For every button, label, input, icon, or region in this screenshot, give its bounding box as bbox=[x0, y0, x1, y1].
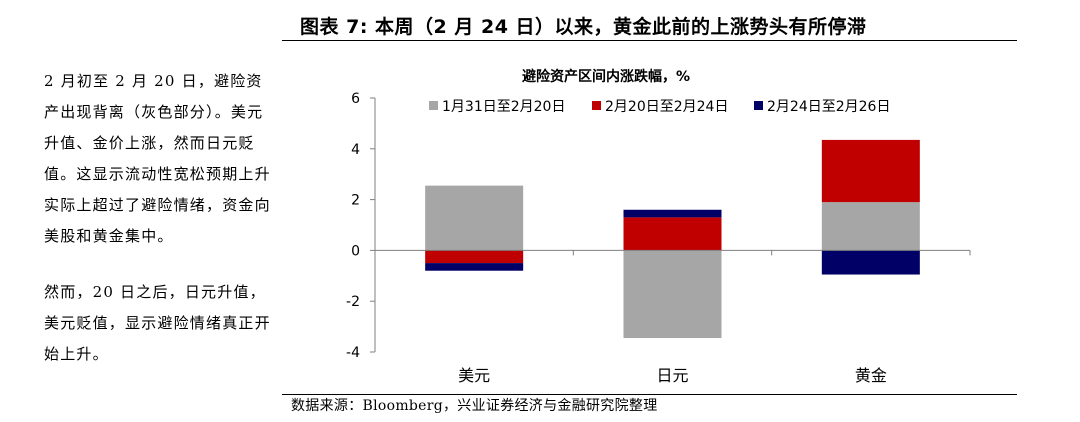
bar-0-series-2 bbox=[425, 263, 524, 271]
y-tick-label: 4 bbox=[351, 142, 360, 158]
bars bbox=[425, 139, 920, 339]
category-label: 黄金 bbox=[855, 366, 887, 385]
legend-label: 2月20日至2月24日 bbox=[605, 99, 728, 115]
legend-label: 1月31日至2月20日 bbox=[442, 99, 565, 115]
figure-title: 图表 7: 本周（2 月 24 日）以来，黄金此前的上涨势头有所停滞 bbox=[300, 16, 867, 38]
source-rule bbox=[282, 394, 1017, 395]
bar-1-series-2 bbox=[623, 209, 722, 218]
stacked-bar-chart: 避险资产区间内涨跌幅，% 1月31日至2月20日 2月20日至2月24日 2月24日… bbox=[346, 68, 971, 385]
bar-1-series-0 bbox=[623, 250, 722, 339]
commentary-paragraph-1: 2 月初至 2 月 20 日，避险资产出现背离（灰色部分）。美元升值、金价上涨，… bbox=[44, 72, 271, 245]
y-tick-label: -4 bbox=[346, 345, 360, 361]
chart-title: 避险资产区间内涨跌幅，% bbox=[522, 68, 690, 85]
bar-1-series-1 bbox=[623, 217, 722, 251]
legend-label: 2月24日至2月26日 bbox=[767, 99, 890, 115]
legend-swatch bbox=[754, 101, 763, 110]
axes: 美元 日元 黄金 -4 -2 0 2 4 6 bbox=[346, 91, 971, 385]
bar-2-series-1 bbox=[821, 139, 920, 203]
legend: 1月31日至2月20日 2月20日至2月24日 2月24日至2月26日 bbox=[429, 99, 890, 115]
source-note: 数据来源：Bloomberg，兴业证券经济与金融研究院整理 bbox=[291, 398, 658, 414]
category-label: 美元 bbox=[458, 366, 490, 385]
y-tick-label: 6 bbox=[351, 91, 360, 107]
bar-0-series-1 bbox=[425, 250, 524, 264]
bar-0-series-0 bbox=[425, 185, 524, 251]
legend-swatch bbox=[429, 101, 438, 110]
y-tick-label: 0 bbox=[351, 243, 360, 259]
y-tick-label: 2 bbox=[351, 193, 360, 209]
bar-2-series-0 bbox=[821, 202, 920, 251]
y-tick-label: -2 bbox=[346, 294, 360, 310]
category-label: 日元 bbox=[656, 366, 688, 385]
legend-swatch bbox=[592, 101, 601, 110]
title-rule bbox=[282, 40, 1017, 41]
bar-2-series-2 bbox=[821, 250, 920, 275]
commentary-paragraph-2: 然而，20 日之后，日元升值，美元贬值，显示避险情绪真正开始上升。 bbox=[44, 283, 271, 363]
